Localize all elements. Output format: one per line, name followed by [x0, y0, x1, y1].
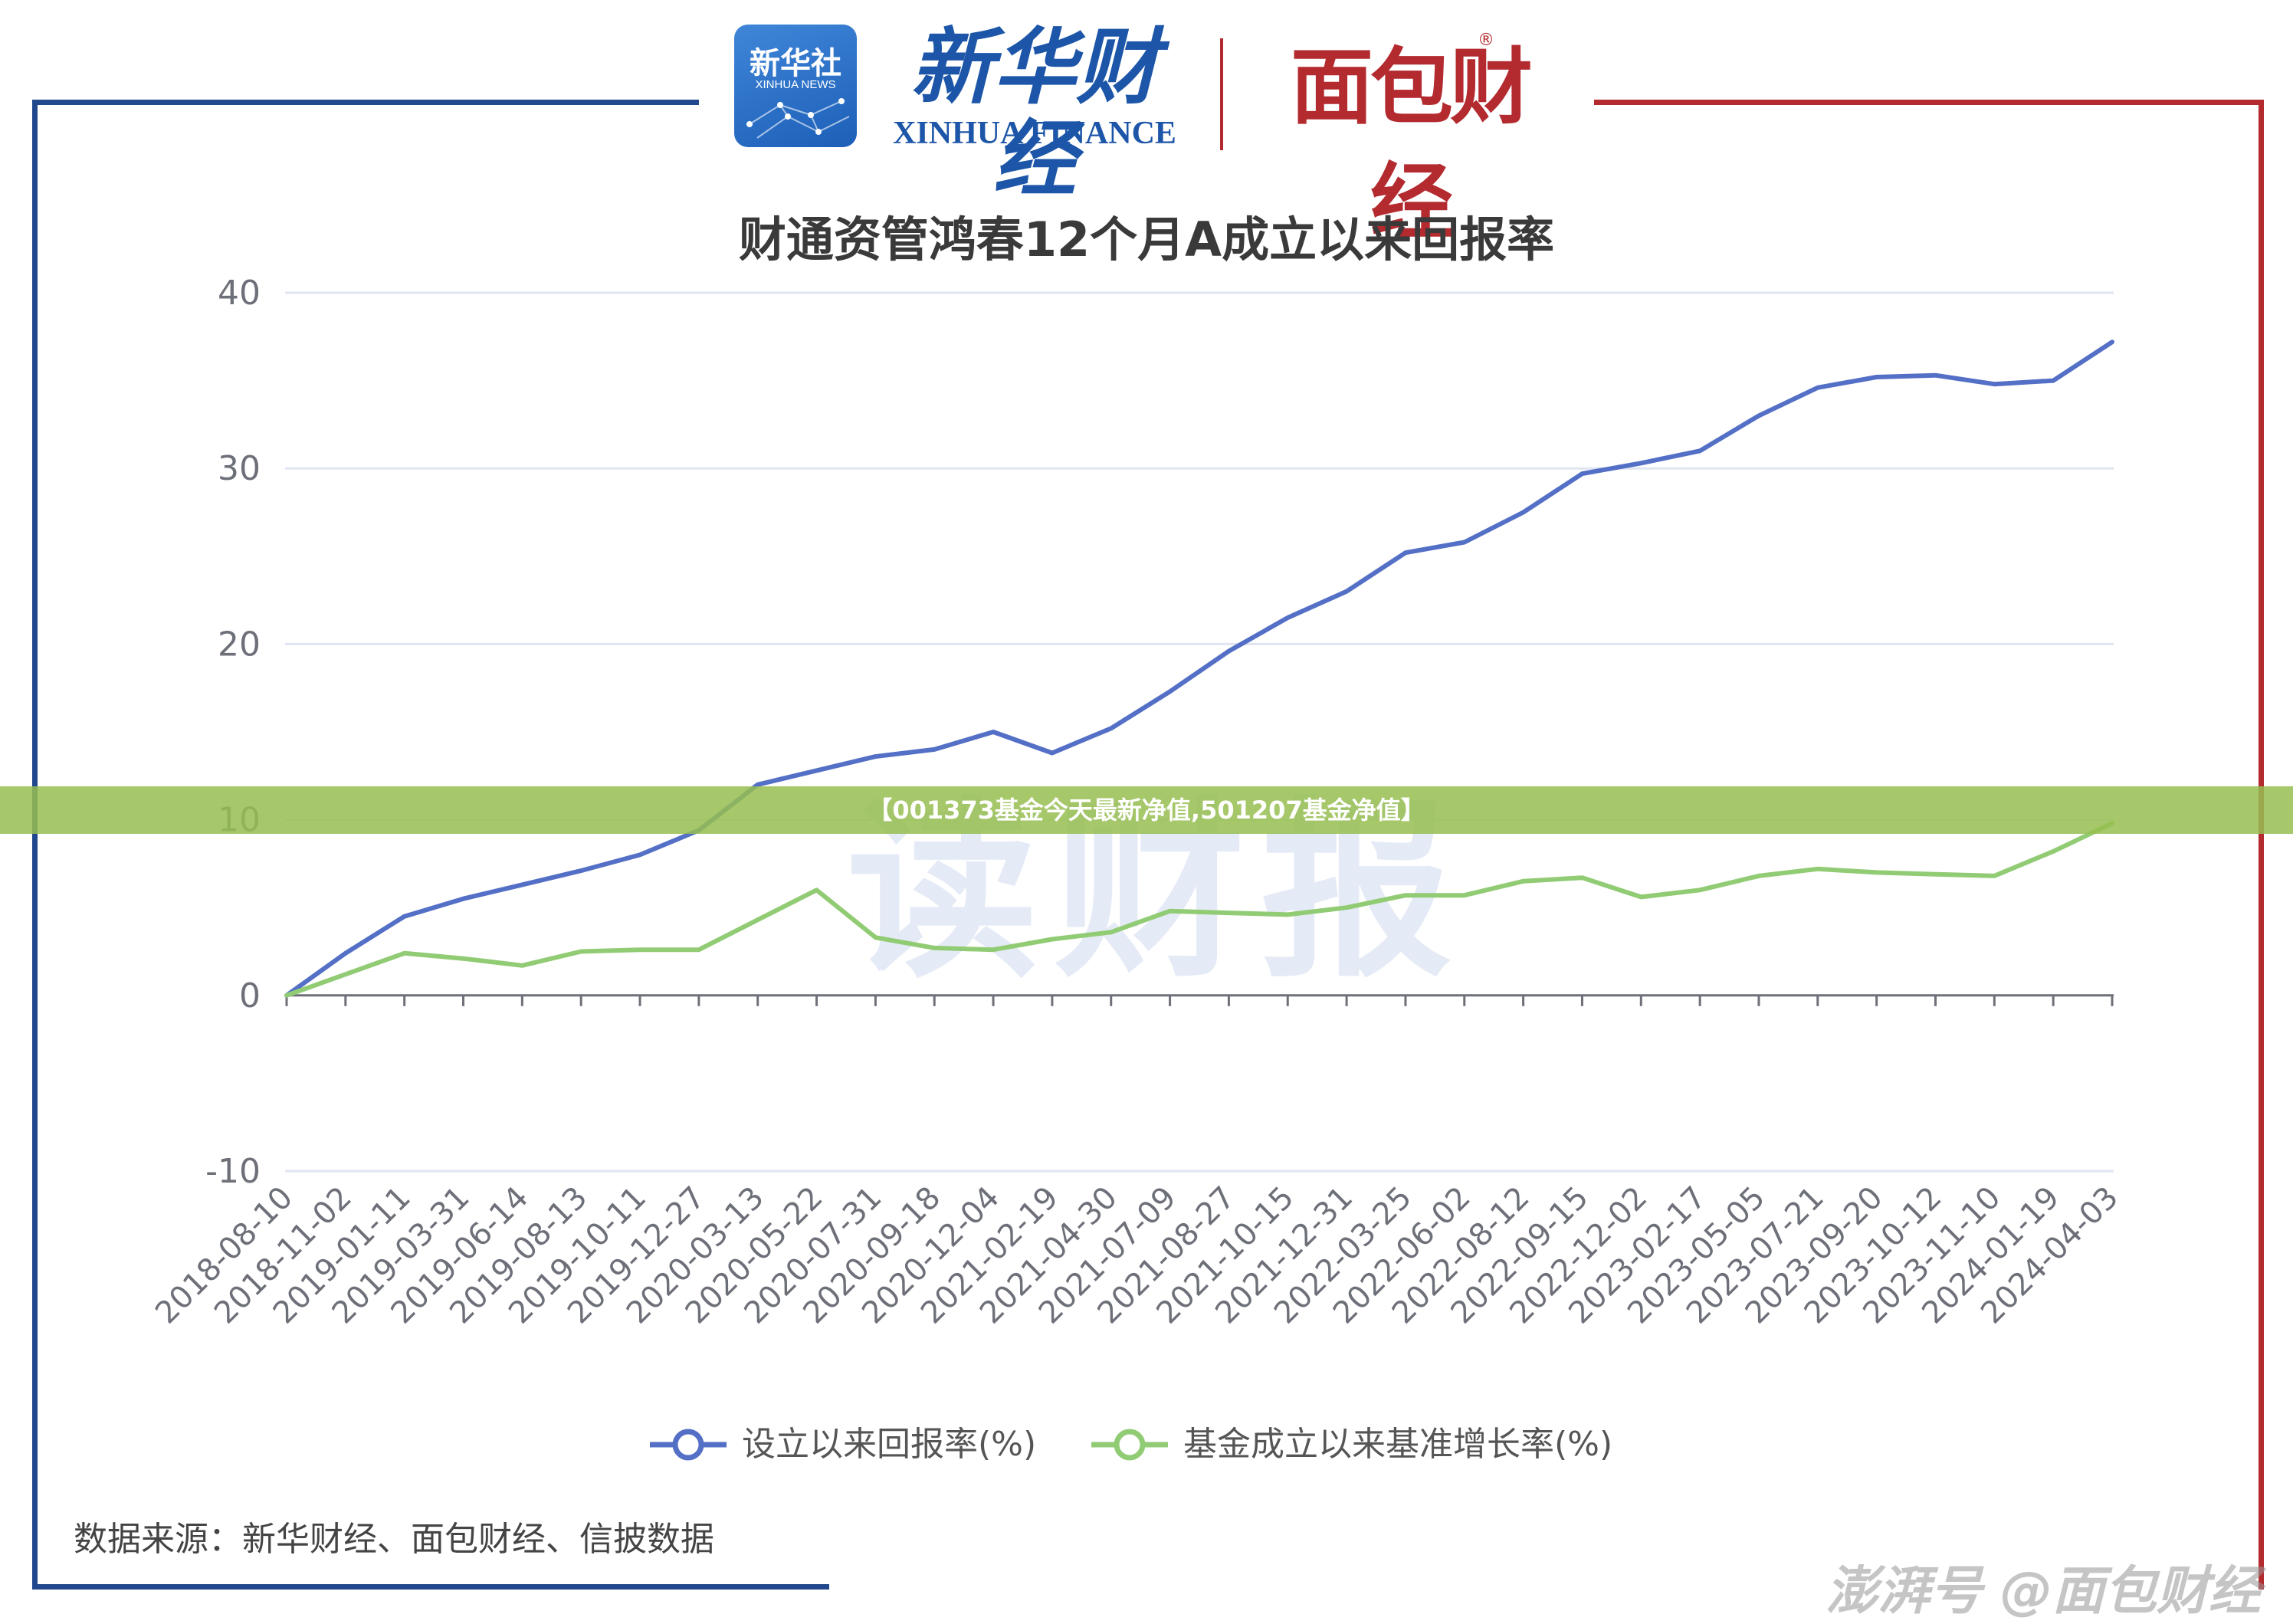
data-source-note: 数据来源：新华财经、面包财经、信披数据 [74, 1511, 714, 1560]
legend-label-series-1: 设立以来回报率(%) [742, 1418, 1036, 1471]
y-tick-label: 30 [218, 449, 261, 488]
y-tick-label: 0 [239, 976, 261, 1015]
series-line-1 [287, 342, 2112, 996]
y-tick-label: 20 [218, 625, 261, 664]
y-tick-label: -10 [205, 1152, 261, 1191]
corner-watermark: 澎湃号 @面包财经 [1778, 1548, 2261, 1624]
line-chart: 403020100-10 2018-08-102018-11-022019-01… [0, 0, 2293, 1410]
legend-label-series-2: 基金成立以来基准增长率(%) [1183, 1418, 1612, 1471]
chart-legend: 设立以来回报率(%) 基金成立以来基准增长率(%) [0, 1418, 2293, 1471]
frame-bottom-line [32, 1584, 829, 1590]
legend-line-circle-icon [1091, 1426, 1168, 1464]
y-axis-tick-labels: 403020100-10 [205, 274, 261, 1191]
legend-line-circle-icon [650, 1426, 727, 1464]
series-lines [287, 342, 2112, 996]
y-tick-label: 40 [218, 274, 261, 313]
overlay-banner-text: 【001373基金今天最新净值,501207基金净值】 [0, 786, 2293, 834]
overlay-banner: 【001373基金今天最新净值,501207基金净值】 [0, 786, 2293, 834]
x-axis-tick-labels: 2018-08-102018-11-022019-01-112019-03-31… [149, 1180, 2125, 1331]
x-axis [285, 996, 2114, 1006]
gridlines [285, 293, 2114, 1171]
series-line-2 [287, 823, 2112, 996]
